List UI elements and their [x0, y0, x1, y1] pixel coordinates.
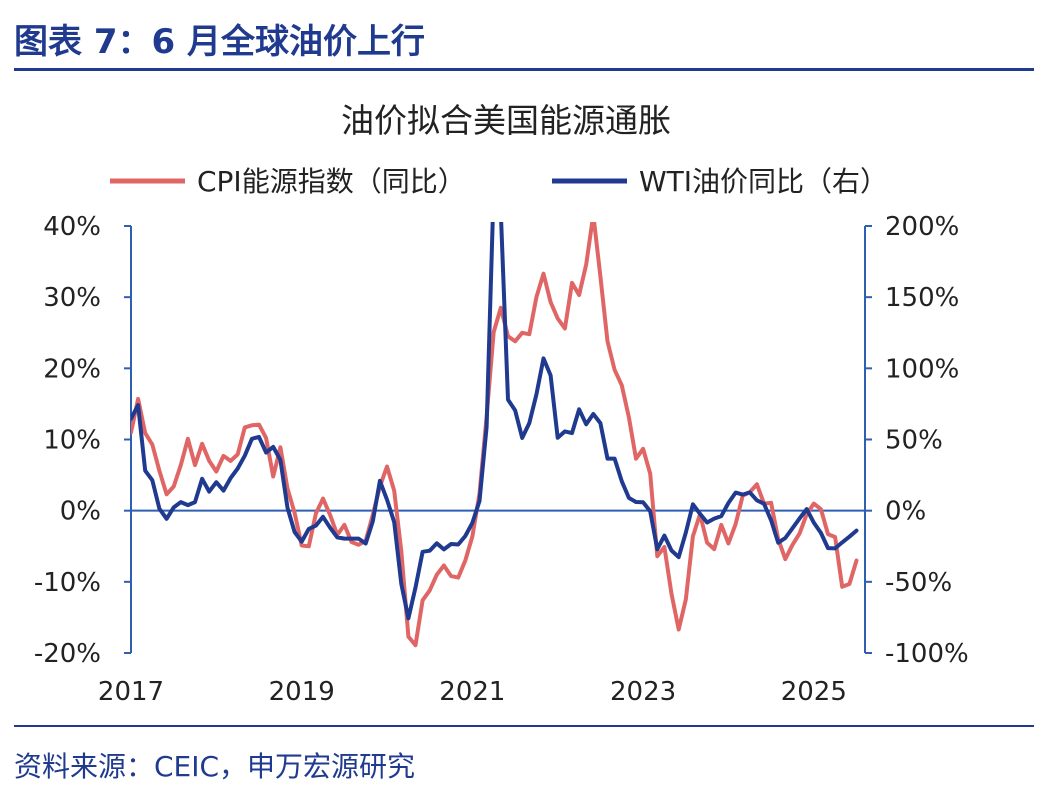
cpi-energy-line	[131, 222, 859, 648]
x-tick-label: 2019	[269, 677, 335, 707]
left-tick-label: 40%	[43, 212, 101, 242]
right-tick-label: 0%	[885, 497, 926, 527]
left-tick-label: 0%	[60, 497, 101, 527]
right-tick-label: -50%	[885, 568, 952, 598]
source-rule	[14, 725, 1034, 727]
right-tick-label: 100%	[885, 354, 959, 384]
x-tick-label: 2025	[781, 677, 847, 707]
legend-label-cpi: CPI能源指数（同比）	[197, 165, 466, 198]
wti-oil-line	[131, 222, 859, 621]
left-tick-label: 30%	[43, 283, 101, 313]
chart-title: 油价拟合美国能源通胀	[341, 101, 671, 140]
x-tick-label: 2023	[610, 677, 676, 707]
figure-title: 图表 7：6 月全球油价上行	[14, 22, 425, 62]
right-tick-label: 200%	[885, 212, 959, 242]
x-tick-label: 2021	[439, 677, 505, 707]
legend-label-wti: WTI油价同比（右）	[639, 165, 888, 198]
x-tick-label: 2017	[98, 677, 164, 707]
left-tick-label: 10%	[43, 426, 101, 456]
left-tick-label: 20%	[43, 354, 101, 384]
left-tick-label: -20%	[34, 639, 101, 669]
left-tick-label: -10%	[34, 568, 101, 598]
source-note: 资料来源：CEIC，申万宏源研究	[14, 750, 416, 783]
right-tick-label: -100%	[885, 639, 969, 669]
title-rule	[14, 68, 1034, 71]
axes: 40% 30% 20% 10% 0% -10% -20% 200% 150% 100% 50% 0% -…	[34, 212, 969, 707]
right-tick-label: 150%	[885, 283, 959, 313]
legend: CPI能源指数（同比） WTI油价同比（右）	[110, 165, 888, 198]
series-lines	[131, 222, 859, 648]
right-tick-label: 50%	[885, 426, 943, 456]
